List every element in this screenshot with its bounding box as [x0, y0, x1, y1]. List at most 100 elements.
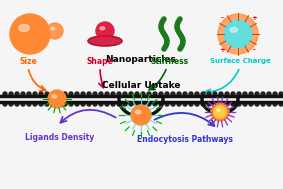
- Circle shape: [189, 102, 193, 106]
- Circle shape: [153, 102, 157, 106]
- Circle shape: [63, 92, 67, 96]
- Ellipse shape: [230, 27, 237, 32]
- Ellipse shape: [50, 27, 55, 30]
- Circle shape: [123, 92, 127, 96]
- Circle shape: [111, 102, 115, 106]
- Circle shape: [224, 20, 252, 48]
- Circle shape: [21, 102, 25, 106]
- Circle shape: [39, 92, 43, 96]
- Circle shape: [159, 102, 163, 106]
- Text: Cellular Uptake: Cellular Uptake: [102, 81, 180, 91]
- Circle shape: [81, 102, 85, 106]
- Text: -: -: [220, 15, 223, 21]
- Circle shape: [129, 92, 133, 96]
- Circle shape: [214, 106, 226, 118]
- Circle shape: [219, 92, 223, 96]
- Circle shape: [231, 92, 235, 96]
- Circle shape: [33, 92, 37, 96]
- Circle shape: [213, 102, 217, 106]
- Circle shape: [273, 102, 277, 106]
- Circle shape: [218, 14, 258, 54]
- Circle shape: [237, 102, 241, 106]
- Circle shape: [273, 92, 277, 96]
- Circle shape: [87, 102, 91, 106]
- Circle shape: [255, 92, 259, 96]
- Circle shape: [51, 92, 55, 96]
- Circle shape: [75, 102, 79, 106]
- Circle shape: [153, 92, 157, 96]
- Circle shape: [177, 92, 181, 96]
- Circle shape: [45, 102, 49, 106]
- Circle shape: [39, 102, 43, 106]
- Circle shape: [219, 102, 223, 106]
- Circle shape: [129, 102, 133, 106]
- Ellipse shape: [88, 36, 122, 46]
- Circle shape: [99, 92, 103, 96]
- Circle shape: [45, 92, 49, 96]
- Circle shape: [10, 14, 50, 54]
- Circle shape: [105, 92, 109, 96]
- Circle shape: [123, 102, 127, 106]
- Circle shape: [81, 92, 85, 96]
- Ellipse shape: [215, 108, 220, 111]
- Text: -: -: [253, 47, 256, 53]
- Circle shape: [237, 92, 241, 96]
- Circle shape: [135, 92, 139, 96]
- Circle shape: [99, 102, 103, 106]
- Text: +: +: [219, 47, 225, 53]
- Ellipse shape: [19, 25, 29, 32]
- Circle shape: [75, 92, 79, 96]
- Text: Stiffness: Stiffness: [151, 57, 189, 66]
- Circle shape: [201, 92, 205, 96]
- Circle shape: [51, 102, 55, 106]
- Circle shape: [33, 102, 37, 106]
- Circle shape: [195, 102, 199, 106]
- Circle shape: [267, 92, 271, 96]
- Circle shape: [96, 22, 114, 40]
- Text: Endocytosis Pathways: Endocytosis Pathways: [137, 135, 233, 143]
- Text: Ligands Density: Ligands Density: [25, 132, 95, 142]
- Circle shape: [105, 102, 109, 106]
- Circle shape: [9, 102, 13, 106]
- Text: Size: Size: [19, 57, 37, 66]
- Circle shape: [207, 92, 211, 96]
- Circle shape: [9, 92, 13, 96]
- Circle shape: [93, 92, 97, 96]
- Circle shape: [57, 92, 61, 96]
- Circle shape: [69, 102, 73, 106]
- Circle shape: [117, 92, 121, 96]
- Circle shape: [261, 92, 265, 96]
- Circle shape: [21, 92, 25, 96]
- Circle shape: [177, 102, 181, 106]
- Circle shape: [201, 102, 205, 106]
- Ellipse shape: [52, 95, 57, 98]
- Circle shape: [279, 102, 283, 106]
- Circle shape: [57, 102, 61, 106]
- Circle shape: [213, 92, 217, 96]
- Circle shape: [195, 92, 199, 96]
- Ellipse shape: [135, 110, 141, 114]
- Circle shape: [189, 92, 193, 96]
- Circle shape: [135, 102, 139, 106]
- Ellipse shape: [216, 109, 220, 111]
- Circle shape: [165, 102, 169, 106]
- Circle shape: [3, 92, 7, 96]
- Circle shape: [243, 92, 247, 96]
- Circle shape: [183, 92, 187, 96]
- Circle shape: [249, 92, 253, 96]
- Circle shape: [47, 23, 63, 39]
- Circle shape: [69, 92, 73, 96]
- Circle shape: [87, 92, 91, 96]
- Circle shape: [165, 92, 169, 96]
- Text: Surface Charge: Surface Charge: [210, 58, 270, 64]
- Circle shape: [131, 105, 151, 125]
- Circle shape: [159, 92, 163, 96]
- Circle shape: [27, 102, 31, 106]
- Circle shape: [141, 102, 145, 106]
- Circle shape: [261, 102, 265, 106]
- Circle shape: [243, 102, 247, 106]
- Circle shape: [225, 102, 229, 106]
- Circle shape: [15, 102, 19, 106]
- Circle shape: [147, 92, 151, 96]
- Circle shape: [267, 102, 271, 106]
